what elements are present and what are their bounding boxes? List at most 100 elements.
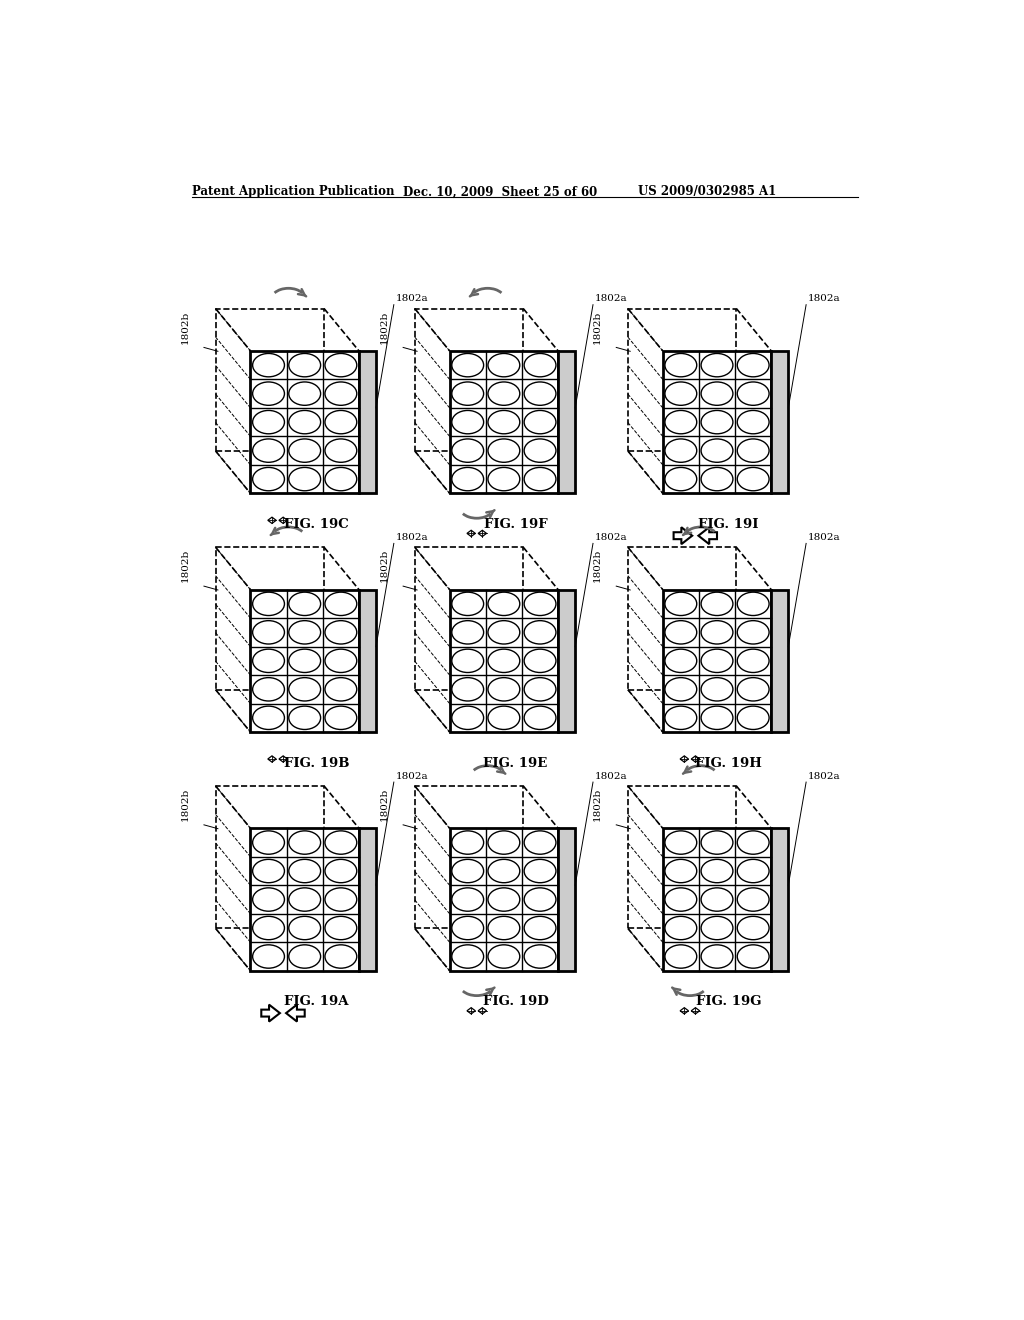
Text: 1802b: 1802b [593, 788, 602, 821]
Ellipse shape [701, 945, 733, 968]
Text: FIG. 19A: FIG. 19A [284, 995, 348, 1008]
Ellipse shape [701, 706, 733, 730]
Ellipse shape [253, 649, 285, 672]
Ellipse shape [665, 916, 696, 940]
Ellipse shape [452, 381, 483, 405]
Ellipse shape [665, 649, 696, 672]
Ellipse shape [488, 620, 520, 644]
Ellipse shape [524, 440, 556, 462]
Text: 1802a: 1802a [595, 533, 627, 543]
Ellipse shape [488, 649, 520, 672]
Text: FIG. 19G: FIG. 19G [696, 995, 762, 1008]
Ellipse shape [701, 411, 733, 434]
Polygon shape [359, 829, 376, 970]
Ellipse shape [524, 649, 556, 672]
Ellipse shape [737, 830, 769, 854]
Polygon shape [450, 351, 558, 494]
Ellipse shape [289, 888, 321, 911]
Text: FIG. 19I: FIG. 19I [698, 517, 759, 531]
Ellipse shape [289, 649, 321, 672]
Ellipse shape [524, 916, 556, 940]
Ellipse shape [289, 440, 321, 462]
Ellipse shape [524, 706, 556, 730]
Ellipse shape [524, 859, 556, 883]
Text: FIG. 19C: FIG. 19C [284, 517, 349, 531]
Ellipse shape [737, 440, 769, 462]
Ellipse shape [524, 354, 556, 376]
Ellipse shape [452, 354, 483, 376]
Ellipse shape [488, 706, 520, 730]
Ellipse shape [325, 467, 356, 491]
Text: 1802b: 1802b [593, 549, 602, 582]
Ellipse shape [289, 593, 321, 615]
Text: FIG. 19F: FIG. 19F [483, 517, 547, 531]
Ellipse shape [737, 945, 769, 968]
FancyArrow shape [261, 1005, 280, 1022]
Text: FIG. 19B: FIG. 19B [284, 756, 349, 770]
Text: 1802b: 1802b [181, 788, 189, 821]
Ellipse shape [325, 593, 356, 615]
Ellipse shape [737, 649, 769, 672]
Ellipse shape [665, 354, 696, 376]
Ellipse shape [701, 677, 733, 701]
Ellipse shape [524, 620, 556, 644]
Ellipse shape [325, 706, 356, 730]
Polygon shape [359, 351, 376, 494]
Ellipse shape [524, 593, 556, 615]
Ellipse shape [665, 945, 696, 968]
Ellipse shape [253, 830, 285, 854]
Ellipse shape [488, 830, 520, 854]
Text: 1802a: 1802a [808, 772, 841, 780]
Ellipse shape [452, 859, 483, 883]
Ellipse shape [488, 916, 520, 940]
Text: Patent Application Publication: Patent Application Publication [191, 185, 394, 198]
Ellipse shape [325, 916, 356, 940]
Ellipse shape [701, 859, 733, 883]
Ellipse shape [701, 620, 733, 644]
Ellipse shape [253, 411, 285, 434]
Ellipse shape [289, 706, 321, 730]
Ellipse shape [524, 945, 556, 968]
Ellipse shape [701, 381, 733, 405]
Ellipse shape [701, 830, 733, 854]
Ellipse shape [325, 677, 356, 701]
FancyArrow shape [286, 1005, 305, 1022]
Ellipse shape [253, 467, 285, 491]
Ellipse shape [737, 859, 769, 883]
Ellipse shape [665, 593, 696, 615]
Ellipse shape [289, 354, 321, 376]
Polygon shape [251, 351, 359, 494]
Ellipse shape [737, 354, 769, 376]
Ellipse shape [325, 620, 356, 644]
Ellipse shape [452, 593, 483, 615]
Ellipse shape [665, 888, 696, 911]
Ellipse shape [737, 593, 769, 615]
Ellipse shape [452, 916, 483, 940]
Ellipse shape [488, 677, 520, 701]
Polygon shape [771, 829, 788, 970]
Ellipse shape [701, 593, 733, 615]
Text: 1802a: 1802a [395, 772, 428, 780]
Ellipse shape [701, 649, 733, 672]
Polygon shape [558, 590, 575, 733]
Text: 1802b: 1802b [380, 549, 389, 582]
Ellipse shape [701, 467, 733, 491]
Ellipse shape [325, 649, 356, 672]
Text: 1802b: 1802b [380, 788, 389, 821]
Ellipse shape [289, 859, 321, 883]
Ellipse shape [524, 830, 556, 854]
Ellipse shape [737, 620, 769, 644]
Ellipse shape [665, 677, 696, 701]
Ellipse shape [253, 888, 285, 911]
Ellipse shape [701, 888, 733, 911]
Ellipse shape [701, 916, 733, 940]
Ellipse shape [289, 830, 321, 854]
Text: 1802a: 1802a [595, 772, 627, 780]
Text: 1802a: 1802a [595, 294, 627, 304]
Ellipse shape [289, 620, 321, 644]
Polygon shape [450, 590, 558, 733]
Polygon shape [771, 590, 788, 733]
Ellipse shape [737, 706, 769, 730]
Ellipse shape [737, 677, 769, 701]
Ellipse shape [665, 706, 696, 730]
